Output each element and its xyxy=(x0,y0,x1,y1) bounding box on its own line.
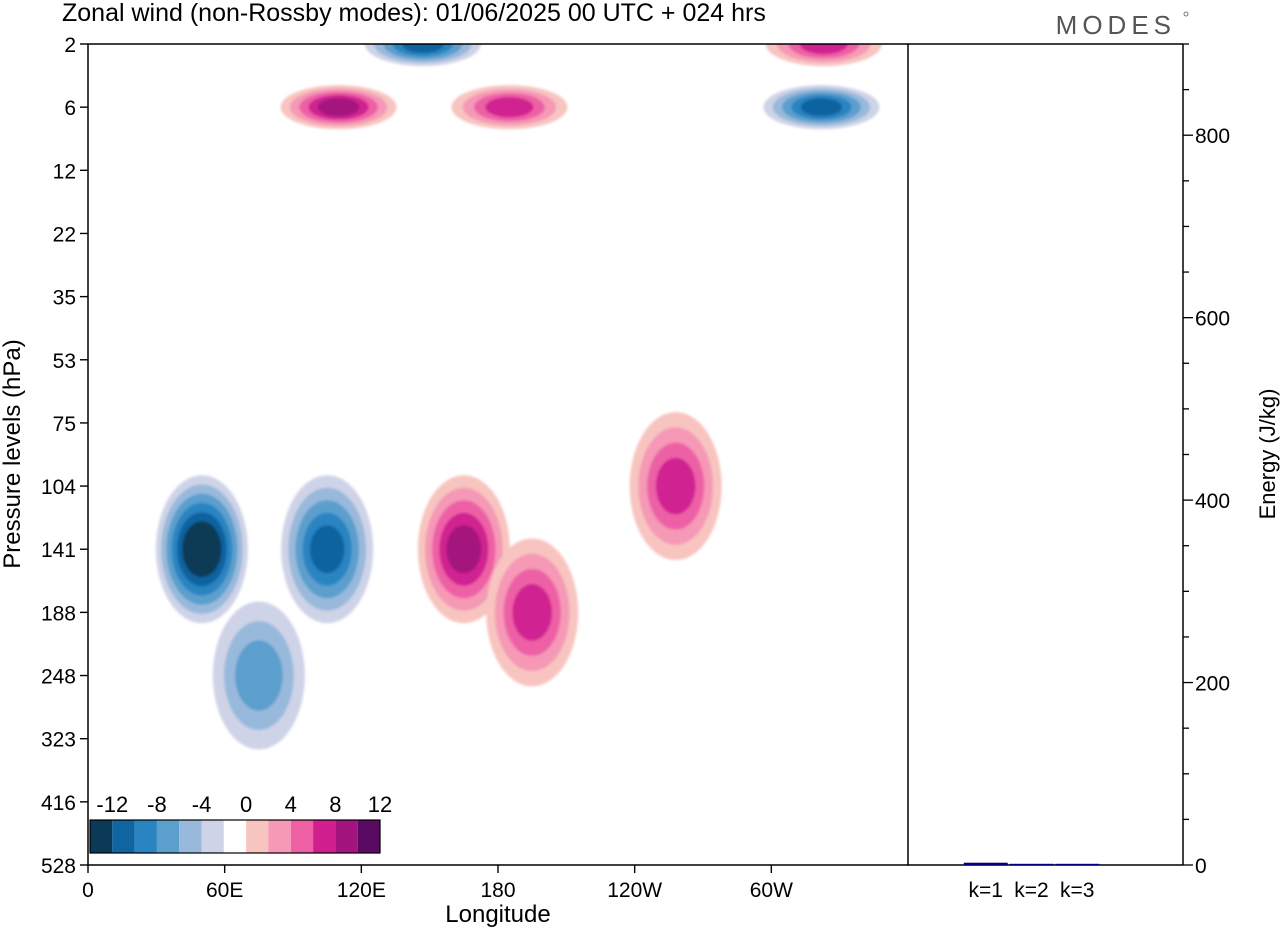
y-tick-label: 75 xyxy=(53,413,76,436)
logo-registered-mark xyxy=(1183,11,1189,17)
colorbar-frame xyxy=(89,819,381,854)
contour-ring xyxy=(317,98,360,117)
westerly-feature-5 xyxy=(417,475,510,624)
colorbar-swatch xyxy=(156,820,180,853)
colorbar-swatch xyxy=(179,820,202,853)
contour-ring xyxy=(401,44,444,54)
colorbar-swatch xyxy=(357,820,380,853)
energy-bar-k=3 xyxy=(1055,863,1100,865)
contour-ring xyxy=(800,98,843,117)
y-tick-label: 188 xyxy=(41,602,76,625)
energy-axis: 0 200 400 600 800 xyxy=(1183,43,1230,878)
colorbar-label: -8 xyxy=(147,792,167,817)
pressure-axis: 2 6 12 22 35 53 75 104 141 188 248 323 416 528 xyxy=(41,34,88,878)
y-tick-label: 141 xyxy=(41,539,76,562)
x-tick-label: 0 xyxy=(82,879,94,902)
energy-tick-label: 800 xyxy=(1195,125,1230,148)
y-tick-label: 2 xyxy=(64,34,76,57)
energy-axis-label: Energy (J/kg) xyxy=(1255,389,1280,520)
easterly-feature-2 xyxy=(212,601,305,750)
y-axis-label: Pressure levels (hPa) xyxy=(0,339,26,568)
contour-blobs xyxy=(155,44,882,750)
energy-tick-label: 600 xyxy=(1195,308,1230,331)
y-tick-label: 416 xyxy=(41,792,76,815)
energy-tick-label: 400 xyxy=(1195,490,1230,513)
contour-ring xyxy=(235,640,283,711)
energy-bar-label: k=2 xyxy=(1014,879,1048,902)
colorbar-label: 4 xyxy=(285,792,297,817)
x-tick-label: 120E xyxy=(337,879,386,902)
y-tick-label: 323 xyxy=(41,729,76,752)
contour-ring xyxy=(512,584,553,641)
colorbar-swatch xyxy=(313,820,336,853)
heatmap-field xyxy=(88,44,908,865)
westerly-feature-6 xyxy=(486,538,579,687)
easterly-feature-4 xyxy=(763,85,880,130)
chart-title: Zonal wind (non-Rossby modes): 01/06/202… xyxy=(62,0,766,27)
y-tick-label: 53 xyxy=(53,350,76,373)
colorbar-swatch xyxy=(335,820,358,853)
heatmap-background xyxy=(88,44,908,865)
colorbar-swatch xyxy=(112,820,135,853)
contour-ring xyxy=(485,96,534,118)
contour-ring xyxy=(309,525,345,574)
y-tick-label: 528 xyxy=(41,855,76,878)
x-tick-label: 60E xyxy=(206,879,243,902)
contour-ring xyxy=(655,457,696,515)
energy-bar-label: k=1 xyxy=(969,879,1003,902)
colorbar-label: 8 xyxy=(329,792,341,817)
energy-tick-label: 200 xyxy=(1195,673,1230,696)
energy-tick-label: 0 xyxy=(1195,855,1207,878)
contour-ring xyxy=(799,44,848,55)
x-axis-label: Longitude xyxy=(445,901,550,928)
westerly-feature-8 xyxy=(280,85,397,130)
colorbar-swatch xyxy=(246,820,269,853)
westerly-feature-9 xyxy=(451,85,568,130)
longitude-axis: 0 60E 120E 180 120W 60W xyxy=(82,865,793,902)
westerly-feature-10 xyxy=(765,44,882,66)
colorbar-swatch xyxy=(201,820,224,853)
easterly-feature-1 xyxy=(281,475,374,624)
energy-bars: k=1 k=2 k=3 xyxy=(963,862,1100,902)
y-tick-label: 12 xyxy=(53,160,76,183)
colorbar-label: -12 xyxy=(96,792,128,817)
colorbar-swatch xyxy=(268,820,291,853)
energy-bar-label: k=3 xyxy=(1060,879,1094,902)
energy-bar-k=1 xyxy=(963,862,1008,865)
easterly-feature-3 xyxy=(364,44,481,66)
westerly-feature-7 xyxy=(629,412,722,561)
x-tick-label: 180 xyxy=(480,879,515,902)
y-tick-label: 35 xyxy=(53,287,76,310)
colorbar-swatch xyxy=(290,820,314,853)
colorbar-swatch xyxy=(223,820,247,853)
y-tick-label: 248 xyxy=(41,666,76,689)
x-tick-label: 60W xyxy=(750,879,793,902)
colorbar-label: 0 xyxy=(240,792,252,817)
x-tick-label: 120W xyxy=(607,879,662,902)
easterly-feature-0 xyxy=(155,475,248,624)
y-tick-label: 22 xyxy=(53,223,76,246)
y-tick-label: 6 xyxy=(64,97,76,120)
colorbar-swatch xyxy=(90,820,113,853)
contour-ring xyxy=(187,530,217,568)
colorbar-label: -4 xyxy=(192,792,212,817)
modes-logo: MODES xyxy=(1056,10,1176,40)
colorbar-swatch xyxy=(134,820,157,853)
colorbar-label: 12 xyxy=(368,792,392,817)
energy-bar-k=2 xyxy=(1009,863,1054,865)
contour-ring xyxy=(446,525,482,574)
colorbar: -12 -8 -4 0 4 8 12 xyxy=(89,792,392,854)
y-tick-label: 104 xyxy=(41,476,76,499)
